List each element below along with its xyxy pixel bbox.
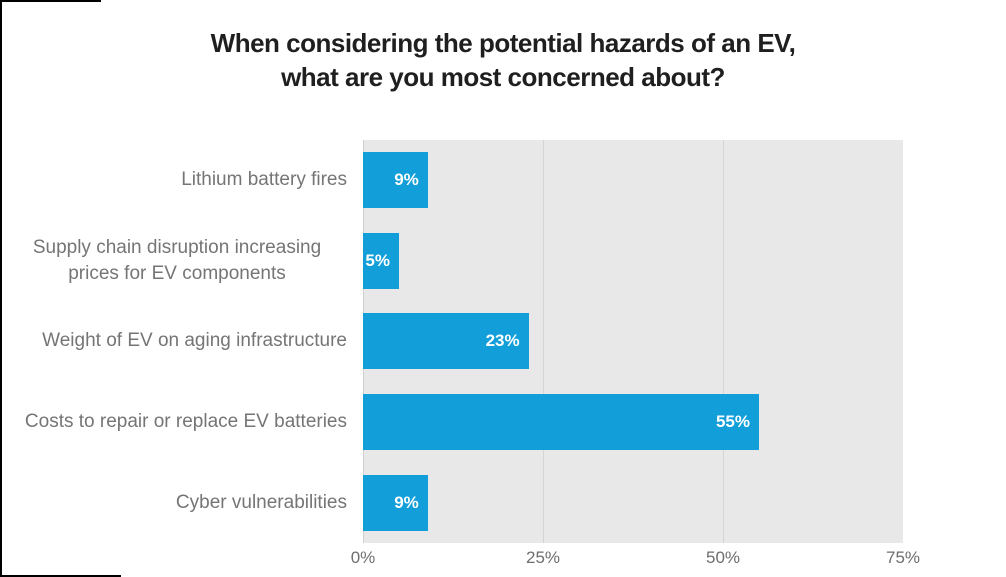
bar-row: 55% bbox=[363, 382, 903, 463]
chart-title-line-2: what are you most concerned about? bbox=[281, 62, 725, 92]
bar: 9% bbox=[363, 152, 428, 209]
bar-value-label: 9% bbox=[394, 492, 419, 512]
frame-border-left bbox=[0, 0, 2, 577]
category-label-cell: Supply chain disruption increasing price… bbox=[0, 221, 363, 302]
bar-row: 9% bbox=[363, 140, 903, 221]
bar-value-label: 23% bbox=[485, 331, 520, 351]
category-label: Cyber vulnerabilities bbox=[175, 491, 347, 513]
bar-value-label: 9% bbox=[394, 170, 419, 190]
x-tick-label: 75% bbox=[885, 548, 921, 567]
x-tick-label: 25% bbox=[525, 548, 561, 567]
category-label: Supply chain disruption increasing price… bbox=[32, 236, 322, 284]
category-label-cell: Weight of EV on aging infrastructure bbox=[0, 301, 363, 382]
frame-border-top bbox=[0, 0, 101, 2]
bar-row: 9% bbox=[363, 462, 903, 543]
plot-area: 9% 5% 23% 55% 9% bbox=[363, 140, 903, 543]
category-axis: Lithium battery fires Supply chain disrup… bbox=[0, 140, 363, 543]
x-tick-label: 50% bbox=[705, 548, 741, 567]
gridline-25% bbox=[543, 140, 544, 543]
bar: 23% bbox=[363, 313, 529, 370]
gridline-50% bbox=[723, 140, 724, 543]
category-label: Lithium battery fires bbox=[181, 169, 347, 191]
bar-row: 23% bbox=[363, 301, 903, 382]
category-label-cell: Cyber vulnerabilities bbox=[0, 462, 363, 543]
category-label-cell: Lithium battery fires bbox=[0, 140, 363, 221]
bar-row: 5% bbox=[363, 221, 903, 302]
bar-value-label: 55% bbox=[715, 412, 750, 432]
bar-value-label: 5% bbox=[365, 250, 390, 270]
bar: 9% bbox=[363, 474, 428, 531]
bar: 5% bbox=[363, 232, 399, 289]
bar: 55% bbox=[363, 394, 759, 451]
category-label-cell: Costs to repair or replace EV batteries bbox=[0, 382, 363, 463]
x-tick-label: 0% bbox=[350, 548, 376, 567]
bar-series: 9% 5% 23% 55% 9% bbox=[363, 140, 903, 543]
chart-title-line-1: When considering the potential hazards o… bbox=[210, 28, 796, 58]
frame-border-bottom bbox=[0, 575, 121, 577]
category-label: Costs to repair or replace EV batteries bbox=[24, 411, 347, 433]
x-axis: 0% 25% 50% 75% bbox=[351, 548, 920, 572]
category-label: Weight of EV on aging infrastructure bbox=[42, 330, 347, 352]
chart-title: When considering the potential hazards o… bbox=[0, 26, 1006, 94]
